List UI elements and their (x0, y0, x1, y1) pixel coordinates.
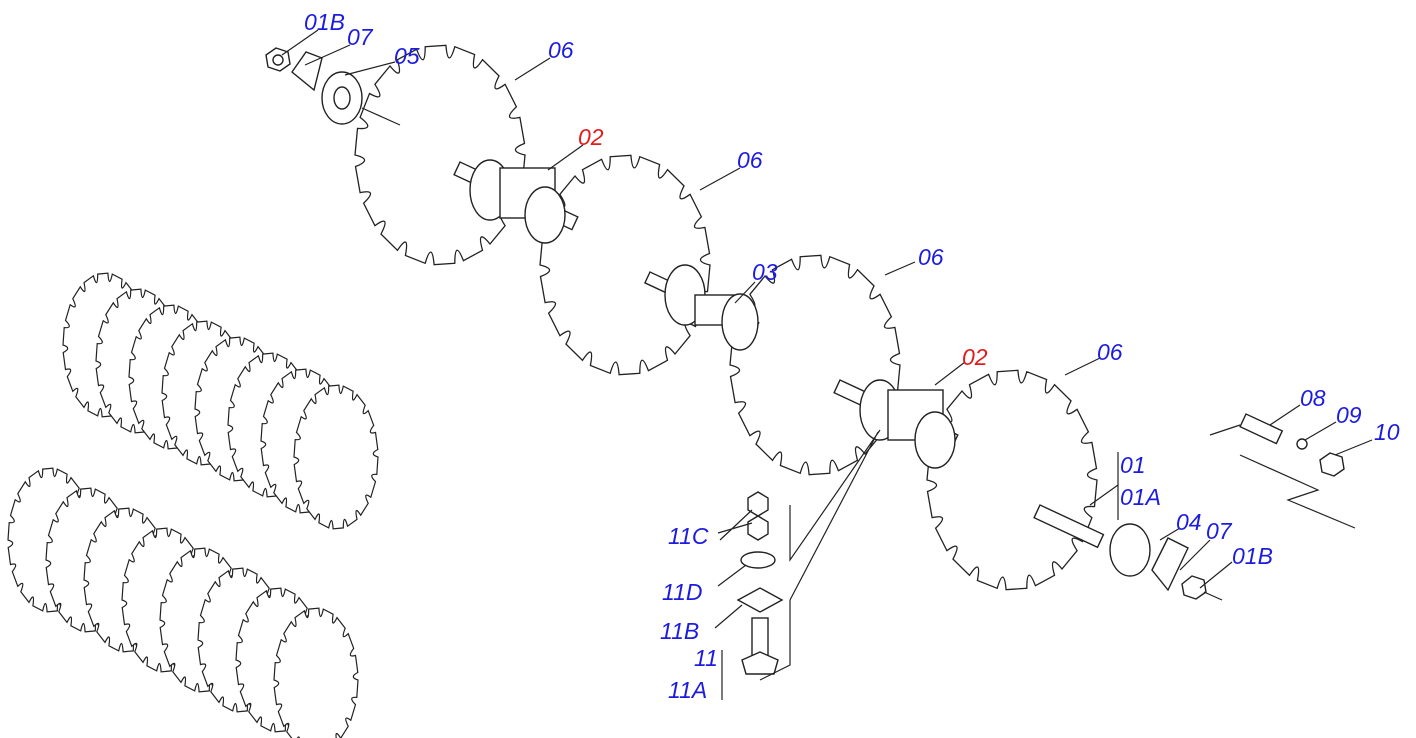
callout: 11D (662, 579, 703, 605)
callout: 08 (1300, 385, 1326, 411)
bearing-hole (333, 86, 351, 110)
callout: 11B (660, 618, 699, 644)
callout: 11C (668, 523, 709, 549)
callout: 02 (962, 344, 988, 370)
nut-hole (272, 54, 284, 66)
disc (729, 254, 901, 476)
callout: 07 (1206, 518, 1233, 544)
disc (926, 369, 1098, 591)
flange (1151, 537, 1189, 592)
callout: 06 (1097, 339, 1123, 365)
hub (914, 411, 956, 469)
nut (747, 491, 769, 517)
callout: 11 (694, 645, 718, 671)
leader (281, 29, 1373, 700)
callout: 06 (737, 147, 763, 173)
spool-end (721, 293, 759, 351)
callout: 07 (347, 24, 374, 50)
washer (740, 551, 776, 569)
bolt (1239, 413, 1284, 445)
nut (1319, 452, 1345, 477)
nut (747, 515, 769, 541)
callout: 06 (548, 37, 574, 63)
callout: 01 (1120, 452, 1146, 478)
shaft (361, 107, 401, 126)
nut (1181, 575, 1207, 600)
labels: 01B 07 05 06 02 06 03 06 02 06 08 09 10 … (304, 9, 1400, 703)
callout: 05 (394, 43, 420, 69)
disc (293, 384, 379, 530)
disc (354, 44, 526, 266)
callout: 04 (1176, 509, 1202, 535)
callout: 01B (304, 9, 345, 35)
leader-lines (281, 29, 1373, 700)
callout: 10 (1374, 419, 1400, 445)
disc (539, 154, 711, 376)
bracket-outline (759, 429, 881, 681)
callout: 09 (1336, 402, 1362, 428)
discs (7, 44, 1098, 738)
bracket-outline (1209, 424, 1356, 529)
disc (273, 607, 359, 738)
callout: 03 (752, 259, 778, 285)
flange (291, 51, 323, 92)
hardware (265, 47, 1356, 681)
callout: 06 (918, 244, 944, 270)
hub (524, 186, 566, 244)
shaft (1203, 591, 1223, 601)
callout: 01B (1232, 543, 1273, 569)
washer (1296, 438, 1308, 450)
shaft (1033, 504, 1105, 549)
square-washer (736, 587, 784, 613)
callout: 02 (578, 124, 604, 150)
callout: 01A (1120, 484, 1161, 510)
callout: 11A (668, 677, 707, 703)
bearing-cap (1109, 523, 1151, 577)
bolt-head (741, 651, 779, 675)
